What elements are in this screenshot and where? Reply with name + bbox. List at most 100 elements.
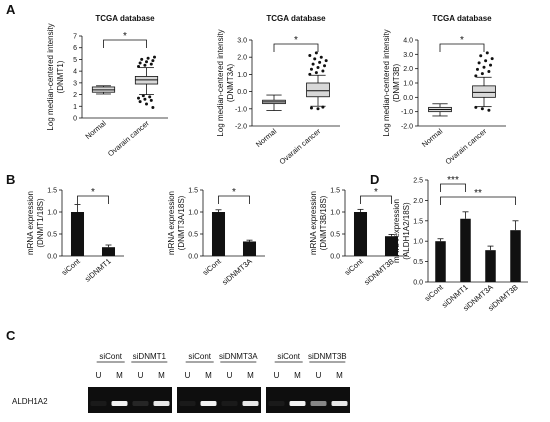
gel-band	[90, 401, 107, 406]
chart-a1: TCGA database 0 1 2 3 4 5 6 7 Log median-centered…	[46, 14, 168, 158]
bar	[384, 236, 399, 256]
x-category-label: siCont	[60, 256, 83, 277]
gel-lane-label: U	[227, 371, 233, 380]
y-axis-label-line: (DNMT1)	[56, 60, 65, 93]
y-axis-label: mRNA expression(DNMT3A/18S)	[167, 191, 186, 255]
y-tick-label: 0.0	[237, 89, 247, 96]
y-axis-label-line: mRNA expression	[392, 199, 401, 263]
outlier-point	[149, 98, 153, 102]
y-tick-label: -1.0	[235, 106, 247, 113]
gel-lane-label: U	[96, 371, 102, 380]
plots: TCGA database 0 1 2 3 4 5 6 7 Log median-centered…	[26, 14, 528, 313]
panel-label-c: C	[6, 328, 16, 343]
y-tick-label: 0.5	[330, 232, 340, 239]
outlier-point	[309, 106, 313, 110]
y-tick-label: 2	[73, 92, 77, 99]
gel-group: siCont siDNMT3A U M U M	[177, 352, 261, 413]
y-axis-label-line: (ALDH1A2/18S)	[402, 202, 411, 260]
y-tick-label: 0.0	[330, 254, 340, 261]
significance-bracket	[77, 195, 109, 204]
significance-marker: *	[123, 31, 127, 42]
outlier-point	[141, 94, 145, 98]
chart-title: TCGA database	[266, 14, 326, 23]
gel-treatment-label: siCont	[99, 352, 122, 361]
box-iqr	[306, 82, 330, 98]
outlier-point	[314, 71, 318, 75]
y-axis-label: Log median-centered intensity(DNMT1)	[46, 23, 65, 130]
significance-marker: *	[232, 187, 236, 198]
y-tick-label: 1.0	[188, 210, 198, 217]
significance-bracket	[440, 196, 516, 205]
y-tick-label: 1.5	[47, 188, 57, 195]
outlier-point	[480, 107, 484, 111]
y-tick-label: 6	[73, 45, 77, 52]
bar	[101, 247, 116, 256]
panel-label-b: B	[6, 172, 15, 187]
significance-bracket	[439, 43, 485, 52]
significance-bracket	[218, 195, 250, 204]
y-axis-label: mRNA expression(DNMT3B/18S)	[309, 191, 328, 255]
y-axis-label-line: (DNMT1/18S)	[36, 198, 45, 248]
y-tick-label: 1.0	[403, 81, 413, 88]
outlier-point	[137, 96, 141, 100]
outlier-point	[489, 63, 493, 67]
x-category-label: Normal	[83, 118, 108, 141]
y-tick-label: 1.5	[188, 188, 198, 195]
outlier-point	[140, 57, 144, 61]
y-tick-label: 3.0	[237, 38, 247, 45]
significance-marker: *	[294, 35, 298, 46]
significance-marker: *	[91, 187, 95, 198]
outlier-point	[145, 60, 148, 64]
y-tick-label: 2.5	[413, 178, 423, 185]
outlier-point	[313, 57, 317, 61]
outlier-point	[318, 60, 322, 64]
gel-band	[331, 401, 348, 406]
gel-treatment-label: siDNMT1	[133, 352, 167, 361]
outlier-point	[321, 105, 325, 109]
y-axis-label-line: Log median-centered intensity	[46, 23, 55, 130]
chart-d: 0.0 0.5 1.0 1.5 2.0 2.5 mRNA expression(ALDH1A…	[392, 175, 528, 313]
y-axis-label-line: mRNA expression	[309, 191, 318, 255]
gel-lane-label: M	[247, 371, 254, 380]
y-tick-label: 2.0	[237, 55, 247, 62]
gel-treatment-label: siCont	[277, 352, 300, 361]
significance-marker: ***	[447, 175, 459, 186]
x-category-label: siDNMT3A	[220, 257, 254, 287]
y-axis-label-line: (DNMT3B)	[392, 64, 401, 103]
significance-bracket	[360, 195, 392, 204]
significance-bracket	[440, 183, 466, 192]
y-axis-label: mRNA expression(ALDH1A2/18S)	[392, 199, 411, 263]
outlier-point	[475, 67, 479, 71]
gel-group: siCont siDNMT1 U M U M	[88, 352, 172, 413]
y-axis-label-line: (DNMT3A)	[226, 64, 235, 103]
outlier-point	[143, 97, 147, 101]
gel-row-label: ALDH1A2	[12, 397, 48, 406]
x-category-label: Normal	[420, 126, 445, 149]
y-tick-label: -2.0	[401, 124, 413, 131]
gel-image	[266, 387, 350, 413]
outlier-point	[474, 105, 478, 109]
outlier-point	[316, 107, 320, 111]
gel-band	[310, 401, 327, 406]
x-category-label: siCont	[201, 256, 224, 277]
outlier-point	[480, 72, 484, 76]
outlier-point	[490, 57, 494, 61]
y-axis-label-line: Log median-centered intensity	[216, 29, 225, 136]
y-axis-label: mRNA expression(DNMT1/18S)	[26, 191, 45, 255]
gel-lane-label: U	[138, 371, 144, 380]
y-tick-label: 1.5	[413, 218, 423, 225]
significance-marker: **	[474, 188, 482, 199]
x-category-label: siDNMT3B	[362, 257, 396, 287]
chart-title: TCGA database	[432, 14, 492, 23]
outlier-point	[479, 54, 483, 58]
gel-image	[177, 387, 261, 413]
significance-marker: *	[460, 35, 464, 46]
gel-band	[268, 401, 285, 406]
y-tick-label: 0.5	[413, 259, 423, 266]
outlier-point	[487, 108, 491, 112]
y-tick-label: 0	[73, 116, 77, 123]
bar	[485, 250, 496, 282]
